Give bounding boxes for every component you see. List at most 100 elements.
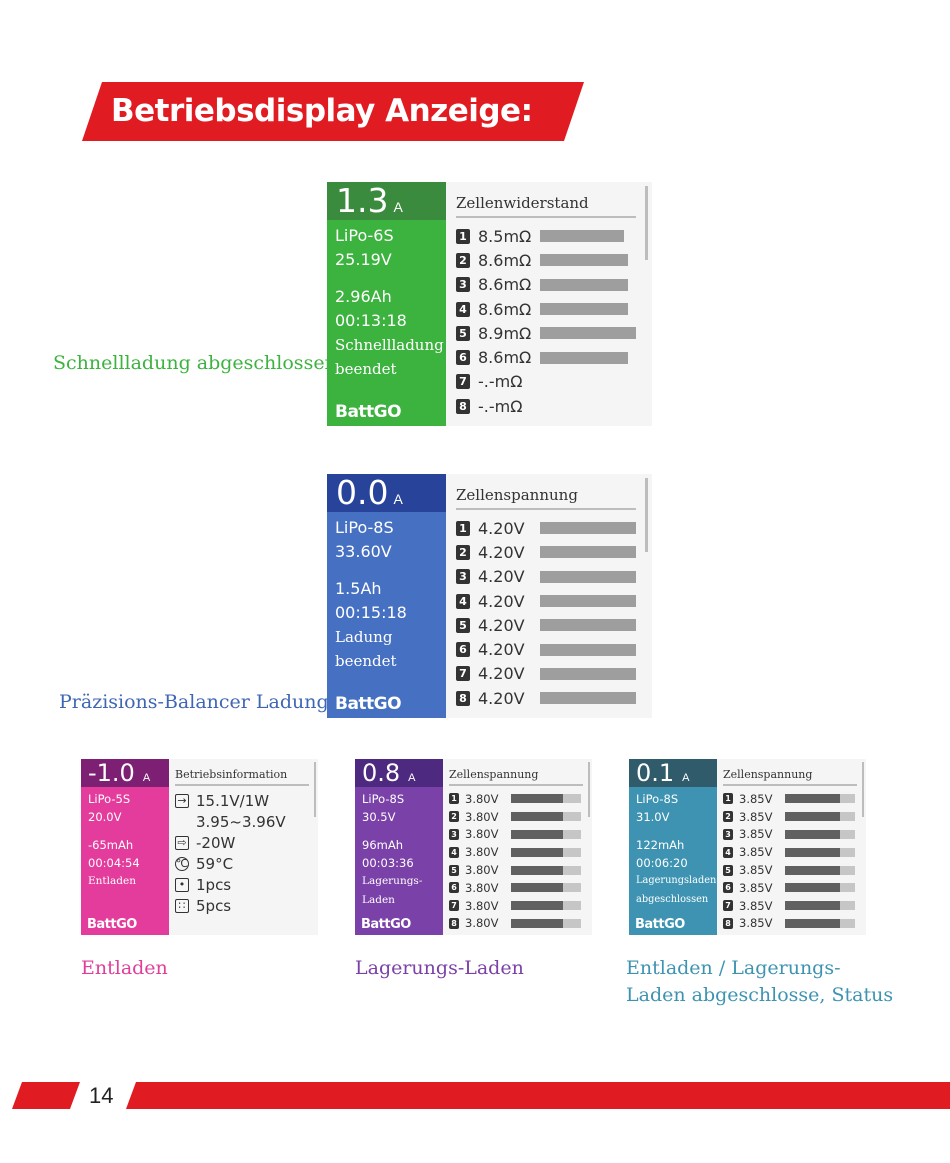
- scrollbar[interactable]: [645, 186, 648, 260]
- cell-level-bar: [540, 254, 636, 267]
- output-value: -20W: [196, 833, 236, 852]
- page-number: 14: [89, 1083, 114, 1108]
- cell-number-badge: 1: [449, 793, 459, 805]
- cell-number-badge: 2: [456, 252, 470, 268]
- pack-voltage: 20.0V: [88, 810, 122, 824]
- cell-number-badge: 8: [449, 917, 459, 929]
- cell-level-bar: [511, 865, 581, 875]
- cell-row: 8 3.85V: [723, 915, 866, 933]
- cell-level-fill: [540, 351, 629, 364]
- current-value: 1.3: [336, 181, 389, 220]
- cell-level-bar: [540, 546, 636, 559]
- status-line-1: Lagerungsladen: [636, 875, 717, 886]
- cell-number-badge: 1: [723, 793, 733, 805]
- cell-row: 3 3.85V: [723, 826, 866, 844]
- cell-level-fill: [540, 327, 636, 340]
- elapsed-time: 00:15:18: [335, 603, 407, 622]
- cell-number-badge: 8: [723, 917, 733, 929]
- scrollbar[interactable]: [588, 762, 590, 817]
- cell-level-bar: [540, 327, 636, 340]
- battery-type: LiPo-8S: [636, 792, 679, 806]
- left-panel: -1.0 A LiPo-5S 20.0V -65mAh 00:04:54 Ent…: [81, 759, 169, 935]
- cell-level-bar: [540, 400, 636, 412]
- cell-value: 3.85V: [739, 845, 773, 860]
- cell-row: 4 3.85V: [723, 843, 866, 861]
- input-value: 15.1V/1W: [196, 791, 270, 810]
- cell-value: 4.20V: [478, 688, 525, 708]
- cell-value: 8.6mΩ: [478, 275, 532, 295]
- page-title: Betriebsdisplay Anzeige:: [111, 93, 533, 129]
- input-range-value: 3.95~3.96V: [196, 812, 286, 831]
- temperature-value: 59°C: [196, 854, 234, 873]
- cell-value: 4.20V: [478, 567, 525, 587]
- cell-row: 2 3.80V: [449, 808, 592, 826]
- cell-row: 1 4.20V: [456, 516, 652, 540]
- cell-row: 8 4.20V: [456, 686, 652, 710]
- cell-row: 2 4.20V: [456, 540, 652, 564]
- caption-storage-complete-1: Entladen / Lagerungs-: [626, 957, 841, 979]
- cell-level-fill: [540, 570, 636, 583]
- cell-row: 4 4.20V: [456, 589, 652, 613]
- cell-level-fill: [785, 794, 841, 804]
- cell-number-badge: 8: [456, 690, 470, 706]
- cell-level-fill: [785, 918, 841, 928]
- input-arrow-icon: →: [175, 793, 189, 808]
- scrollbar[interactable]: [645, 478, 648, 552]
- cell-level-bar: [540, 278, 636, 291]
- grid-icon: ∷: [175, 898, 189, 913]
- cell-row: 1 8.5mΩ: [456, 224, 652, 248]
- cell-number-badge: 3: [449, 828, 459, 840]
- screen-storage-complete: 0.1 A LiPo-8S 31.0V 122mAh 00:06:20 Lage…: [629, 759, 866, 935]
- cell-level-bar: [511, 829, 581, 839]
- cell-value: 8.6mΩ: [478, 348, 532, 368]
- cell-level-fill: [540, 522, 636, 535]
- cell-row: 5 4.20V: [456, 613, 652, 637]
- capacity: 2.96Ah: [335, 287, 392, 306]
- cell-level-bar: [511, 812, 581, 822]
- cell-level-bar: [540, 522, 636, 535]
- scrollbar[interactable]: [314, 762, 316, 817]
- cell-list: 1 3.80V 2 3.80V 3 3.80V 4 3.80V 5 3.80V 6 3.80V 7 3.8…: [449, 790, 592, 932]
- cell-value: 3.80V: [465, 809, 499, 824]
- cell-number-badge: 6: [456, 642, 470, 658]
- cell-value: 4.20V: [478, 542, 525, 562]
- capacity: -65mAh: [88, 838, 134, 852]
- cell-value: 3.80V: [465, 916, 499, 931]
- right-panel: Zellenspannung 1 3.85V 2 3.85V 3 3.85V 4 3.85V 5…: [717, 759, 866, 935]
- panel-heading: Betriebsinformation: [175, 766, 309, 786]
- cell-value: 3.80V: [465, 791, 499, 806]
- cell-level-fill: [785, 829, 841, 839]
- panel-heading: Zellenwiderstand: [456, 190, 636, 218]
- cell-number-badge: 5: [456, 325, 470, 341]
- cell-level-bar: [540, 376, 636, 388]
- cell-level-bar: [540, 692, 636, 705]
- cell-row: 8 -.-mΩ: [456, 394, 652, 418]
- cell-level-bar: [511, 918, 581, 928]
- cell-value: 3.85V: [739, 916, 773, 931]
- current-value: 0.8: [362, 759, 401, 787]
- cell-row: 5 3.80V: [449, 861, 592, 879]
- scrollbar[interactable]: [862, 762, 864, 817]
- cell-list: 1 8.5mΩ 2 8.6mΩ 3 8.6mΩ 4 8.6mΩ 5 8.9mΩ 6 8.6mΩ 7 -.-…: [456, 224, 652, 418]
- cell-value: 8.5mΩ: [478, 226, 532, 246]
- cell-number-badge: 7: [449, 900, 459, 912]
- current-value: 0.0: [336, 473, 389, 512]
- cell-value: 4.20V: [478, 518, 525, 538]
- cell-number-badge: 6: [449, 882, 459, 894]
- cell-level-bar: [540, 570, 636, 583]
- cell-value: 3.80V: [465, 880, 499, 895]
- status-line-2: abgeschlossen: [636, 893, 709, 905]
- battery-count-info: • 1pcs: [175, 874, 318, 895]
- left-panel: 1.3 A LiPo-6S 25.19V 2.96Ah 00:13:18 Sch…: [327, 182, 446, 426]
- cell-level-fill: [511, 794, 563, 804]
- cell-level-bar: [540, 643, 636, 656]
- cell-number-badge: 2: [723, 811, 733, 823]
- current-display: 1.3 A: [327, 182, 446, 220]
- caption-fast-charge: Schnellladung abgeschlossen: [53, 352, 337, 374]
- cell-value: 3.80V: [465, 845, 499, 860]
- elapsed-time: 00:13:18: [335, 311, 407, 330]
- cell-level-fill: [540, 303, 629, 316]
- screen-discharge: -1.0 A LiPo-5S 20.0V -65mAh 00:04:54 Ent…: [81, 759, 318, 935]
- cell-number-badge: 6: [456, 350, 470, 366]
- right-panel: Zellenwiderstand 1 8.5mΩ 2 8.6mΩ 3 8.6mΩ 4 8.6m…: [446, 182, 652, 426]
